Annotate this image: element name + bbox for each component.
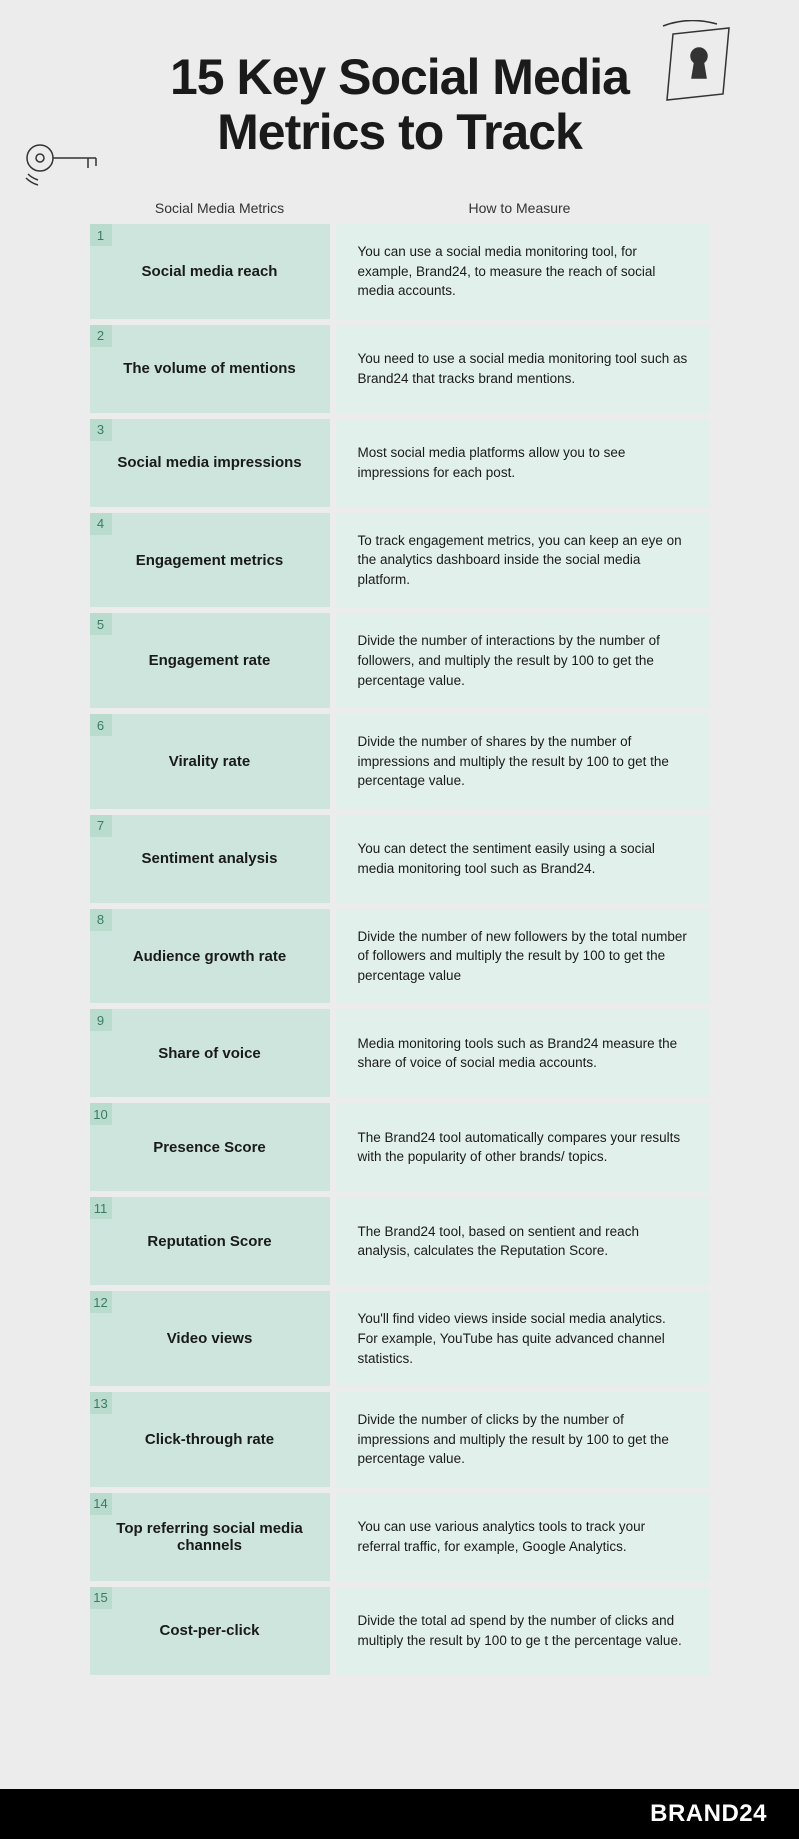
table-row: 13Click-through rateDivide the number of… (90, 1392, 710, 1487)
metric-name: Social media impressions (90, 419, 330, 507)
row-number-badge: 7 (90, 815, 112, 837)
table-row: 9Share of voiceMedia monitoring tools su… (90, 1009, 710, 1097)
measure-description: Divide the number of shares by the numbe… (336, 714, 710, 809)
metrics-table: 1Social media reachYou can use a social … (90, 224, 710, 1675)
table-row: 7Sentiment analysisYou can detect the se… (90, 815, 710, 903)
page-title: 15 Key Social Media Metrics to Track (100, 50, 700, 160)
column-headers: Social Media Metrics How to Measure (90, 200, 710, 216)
metric-name: Engagement rate (90, 613, 330, 708)
measure-description: You need to use a social media monitorin… (336, 325, 710, 413)
row-number-badge: 11 (90, 1197, 112, 1219)
row-number-badge: 10 (90, 1103, 112, 1125)
metric-name: Engagement metrics (90, 513, 330, 608)
measure-description: You can detect the sentiment easily usin… (336, 815, 710, 903)
row-number-badge: 12 (90, 1291, 112, 1313)
metric-name: Sentiment analysis (90, 815, 330, 903)
table-row: 14Top referring social media channelsYou… (90, 1493, 710, 1581)
table-row: 15Cost-per-clickDivide the total ad spen… (90, 1587, 710, 1675)
metric-name: Share of voice (90, 1009, 330, 1097)
measure-description: To track engagement metrics, you can kee… (336, 513, 710, 608)
measure-description: Most social media platforms allow you to… (336, 419, 710, 507)
measure-description: Media monitoring tools such as Brand24 m… (336, 1009, 710, 1097)
metric-name: Audience growth rate (90, 909, 330, 1004)
measure-description: You can use various analytics tools to t… (336, 1493, 710, 1581)
metric-name: Social media reach (90, 224, 330, 319)
row-number-badge: 8 (90, 909, 112, 931)
keyhole-icon (659, 20, 739, 120)
measure-description: The Brand24 tool automatically compares … (336, 1103, 710, 1191)
row-number-badge: 2 (90, 325, 112, 347)
measure-description: You'll find video views inside social me… (336, 1291, 710, 1386)
metric-name: Click-through rate (90, 1392, 330, 1487)
measure-description: Divide the number of interactions by the… (336, 613, 710, 708)
table-row: 1Social media reachYou can use a social … (90, 224, 710, 319)
table-row: 6Virality rateDivide the number of share… (90, 714, 710, 809)
table-row: 11Reputation ScoreThe Brand24 tool, base… (90, 1197, 710, 1285)
header-measure: How to Measure (330, 200, 710, 216)
row-number-badge: 14 (90, 1493, 112, 1515)
footer-brand: BRAND24 (650, 1800, 767, 1828)
row-number-badge: 3 (90, 419, 112, 441)
table-row: 12Video viewsYou'll find video views ins… (90, 1291, 710, 1386)
metric-name: Cost-per-click (90, 1587, 330, 1675)
measure-description: Divide the total ad spend by the number … (336, 1587, 710, 1675)
table-row: 4Engagement metricsTo track engagement m… (90, 513, 710, 608)
row-number-badge: 15 (90, 1587, 112, 1609)
row-number-badge: 4 (90, 513, 112, 535)
metric-name: Presence Score (90, 1103, 330, 1191)
metric-name: Top referring social media channels (90, 1493, 330, 1581)
infographic-page: 15 Key Social Media Metrics to Track Soc… (0, 0, 799, 1769)
table-row: 8Audience growth rateDivide the number o… (90, 909, 710, 1004)
metric-name: Video views (90, 1291, 330, 1386)
footer-bar: BRAND24 (0, 1789, 799, 1839)
table-row: 5Engagement rateDivide the number of int… (90, 613, 710, 708)
row-number-badge: 1 (90, 224, 112, 246)
row-number-badge: 6 (90, 714, 112, 736)
table-row: 2The volume of mentionsYou need to use a… (90, 325, 710, 413)
measure-description: Divide the number of clicks by the numbe… (336, 1392, 710, 1487)
row-number-badge: 13 (90, 1392, 112, 1414)
measure-description: Divide the number of new followers by th… (336, 909, 710, 1004)
metric-name: The volume of mentions (90, 325, 330, 413)
metric-name: Virality rate (90, 714, 330, 809)
row-number-badge: 9 (90, 1009, 112, 1031)
metric-name: Reputation Score (90, 1197, 330, 1285)
header-metrics: Social Media Metrics (90, 200, 330, 216)
row-number-badge: 5 (90, 613, 112, 635)
key-icon (18, 130, 108, 195)
table-row: 3Social media impressionsMost social med… (90, 419, 710, 507)
measure-description: You can use a social media monitoring to… (336, 224, 710, 319)
measure-description: The Brand24 tool, based on sentient and … (336, 1197, 710, 1285)
table-row: 10Presence ScoreThe Brand24 tool automat… (90, 1103, 710, 1191)
